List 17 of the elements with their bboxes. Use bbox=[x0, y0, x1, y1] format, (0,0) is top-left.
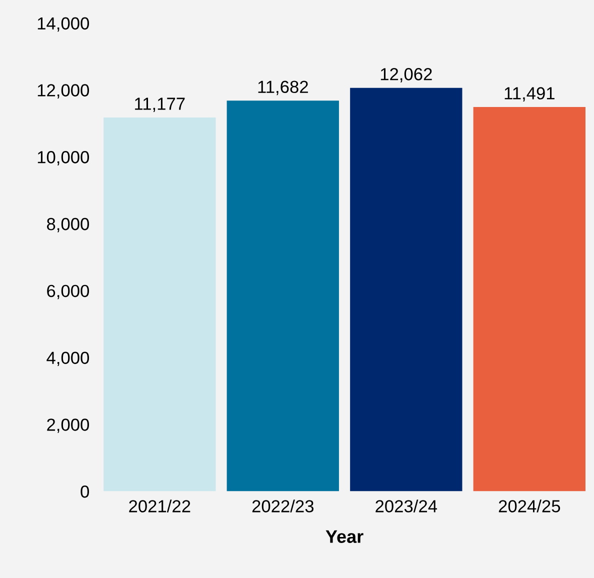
y-tick-label: 0 bbox=[80, 485, 89, 498]
y-tick-label: 12,000 bbox=[38, 84, 90, 99]
y-tick-label: 10,000 bbox=[38, 151, 90, 166]
y-tick-label: 14,000 bbox=[38, 17, 90, 32]
x-tick-label: 2024/25 bbox=[498, 500, 560, 512]
data-label: 12,062 bbox=[380, 68, 432, 82]
data-label: 11,491 bbox=[504, 87, 554, 102]
y-tick-label: 4,000 bbox=[46, 352, 89, 366]
data-label: 11,682 bbox=[258, 80, 308, 96]
y-tick-label: 2,000 bbox=[47, 418, 89, 433]
x-tick-label: 2022/23 bbox=[252, 500, 314, 512]
data-label: 11,177 bbox=[135, 98, 185, 112]
x-tick-label: 2023/24 bbox=[376, 500, 438, 512]
x-axis-title: Year bbox=[326, 530, 364, 543]
y-tick-label: 6,000 bbox=[47, 284, 89, 300]
y-tick-label: 8,000 bbox=[46, 218, 89, 232]
x-tick-label: 2021/22 bbox=[129, 500, 190, 512]
